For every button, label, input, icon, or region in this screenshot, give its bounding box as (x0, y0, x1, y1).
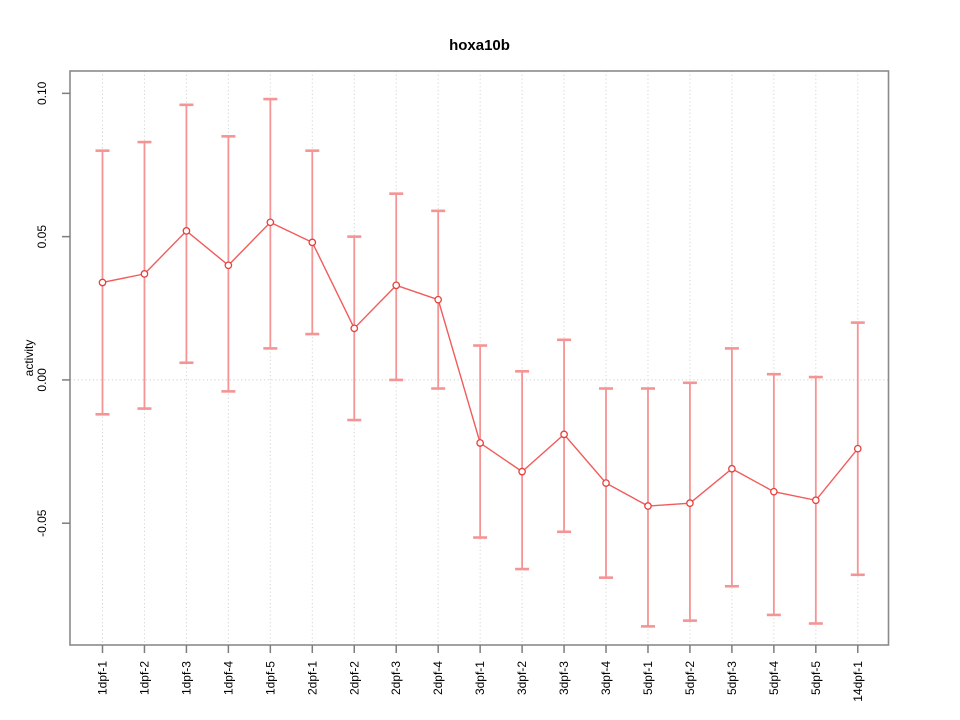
x-tick-label: 5dpf-2 (683, 661, 697, 695)
data-point (434, 295, 443, 304)
data-point (811, 496, 820, 505)
x-tick-label: 5dpf-3 (725, 661, 739, 695)
x-tick-label: 1dpf-3 (179, 661, 193, 695)
x-tick-label: 14dpf-1 (851, 661, 865, 702)
y-tick-label: -0.05 (35, 509, 49, 537)
x-tick-label: 3dpf-2 (515, 661, 529, 695)
data-point (728, 464, 736, 473)
x-tick-label: 1dpf-2 (137, 661, 151, 695)
x-tick-label: 5dpf-1 (641, 661, 655, 695)
data-point (602, 479, 610, 487)
x-tick-label: 5dpf-5 (809, 661, 823, 695)
x-tick-label: 3dpf-3 (557, 661, 571, 695)
plot-box (69, 70, 890, 646)
data-point (266, 218, 275, 227)
data-point (140, 270, 149, 278)
x-tick-label: 2dpf-3 (389, 661, 403, 695)
y-axis-label: activity (22, 340, 36, 377)
x-tick-label: 1dpf-4 (221, 661, 235, 695)
data-point (560, 430, 568, 439)
data-point (350, 324, 359, 333)
x-tick-label: 5dpf-4 (767, 661, 781, 695)
data-point (686, 499, 694, 507)
data-point (392, 281, 401, 290)
x-tick-label: 3dpf-1 (473, 661, 487, 695)
data-point (644, 502, 652, 510)
data-point (476, 439, 484, 447)
data-point (770, 487, 778, 496)
y-tick-label: 0.00 (35, 368, 49, 392)
data-point (853, 444, 862, 453)
data-point (98, 278, 107, 287)
chart-title: hoxa10b (449, 37, 510, 54)
data-point (224, 261, 233, 270)
data-point (182, 227, 191, 235)
plot-area: 0.10 0.05 0.00 -0.05 1dpf-1 1dpf-2 1dpf-3 1dpf-… (35, 70, 890, 702)
data-point (518, 467, 526, 476)
x-tick-label: 2dpf-2 (347, 661, 361, 695)
x-tick-label: 2dpf-1 (305, 661, 319, 695)
y-tick-label: 0.05 (35, 225, 49, 249)
x-tick-label: 3dpf-4 (599, 661, 613, 695)
data-point (308, 238, 317, 247)
x-tick-label: 2dpf-4 (431, 661, 445, 695)
x-tick-label: 1dpf-1 (96, 661, 110, 695)
x-tick-label: 1dpf-5 (263, 661, 277, 695)
y-tick-label: 0.10 (35, 81, 49, 105)
